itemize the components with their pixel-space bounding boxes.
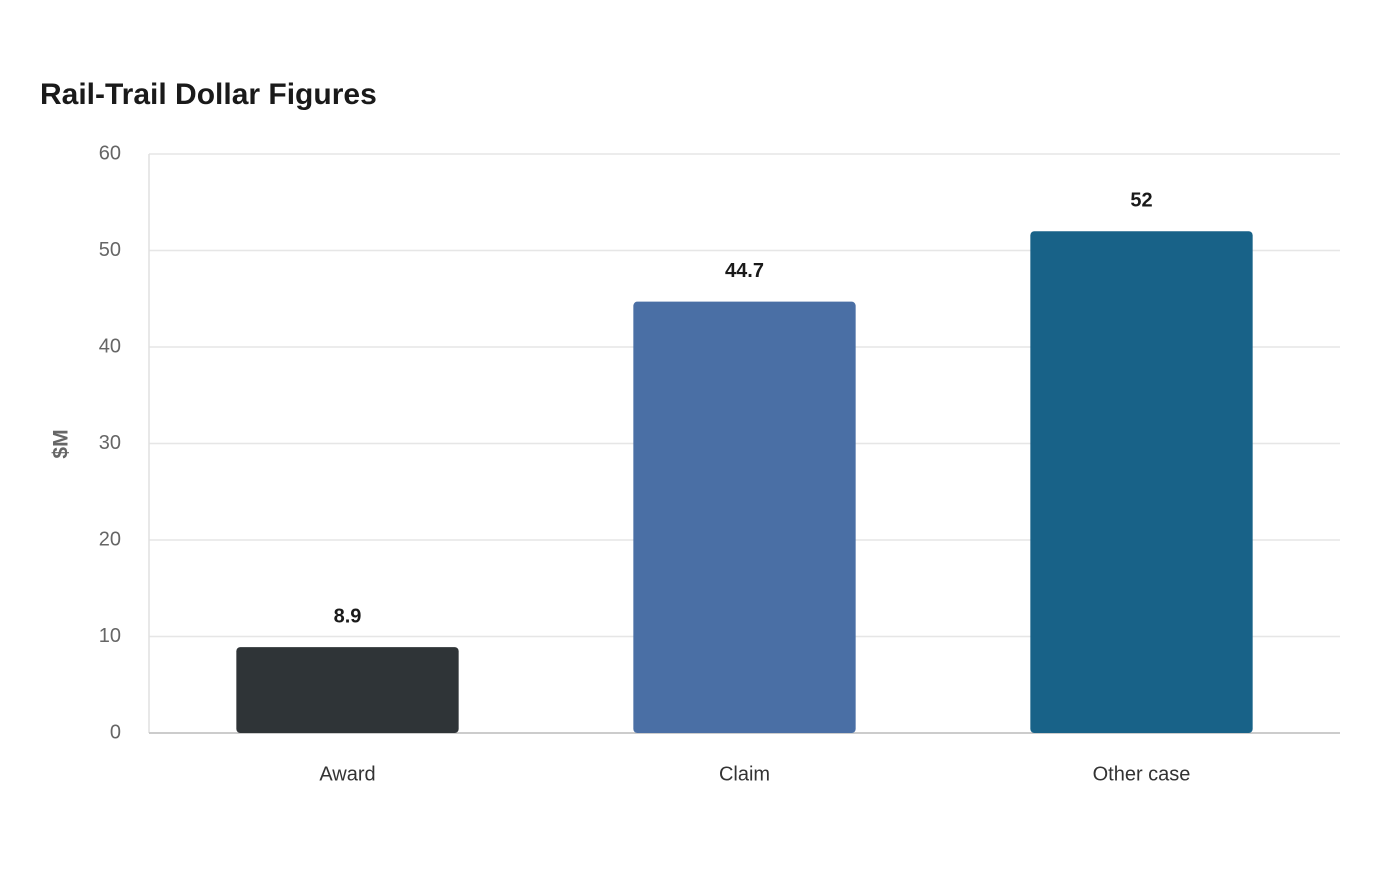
data-label: 44.7	[725, 260, 764, 282]
x-tick-label: Claim	[719, 763, 770, 785]
y-tick-label: 40	[99, 335, 121, 357]
y-tick-label: 0	[110, 721, 121, 743]
y-tick-label: 10	[99, 625, 121, 647]
y-tick-label: 60	[99, 142, 121, 164]
y-tick-label: 50	[99, 239, 121, 261]
bar	[633, 301, 856, 733]
x-tick-label: Award	[319, 763, 375, 785]
data-label: 8.9	[334, 605, 362, 627]
bar	[236, 647, 459, 733]
y-tick-label: 30	[99, 432, 121, 454]
chart-title: Rail-Trail Dollar Figures	[40, 78, 377, 111]
y-tick-label: 20	[99, 528, 121, 550]
bar	[1030, 231, 1253, 733]
x-tick-label: Other case	[1093, 763, 1191, 785]
data-label: 52	[1130, 189, 1152, 211]
y-axis-label: $M	[50, 429, 73, 458]
